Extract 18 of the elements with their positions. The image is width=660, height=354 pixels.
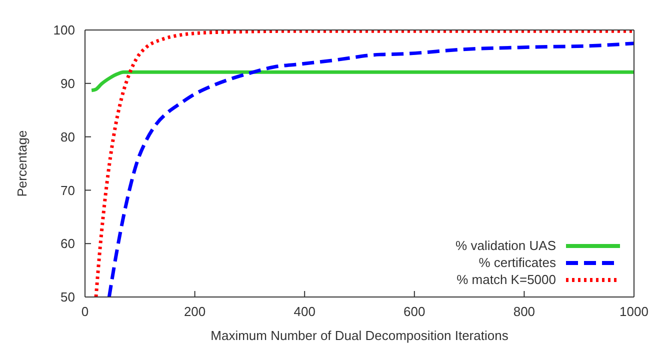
x-tick-label: 400: [294, 304, 316, 320]
y-tick-label: 70: [60, 182, 75, 198]
y-tick-label: 50: [60, 290, 75, 305]
line-series: [90, 70, 634, 92]
x-tick-label: 0: [81, 304, 89, 320]
y-tick-label: 90: [60, 76, 75, 92]
x-tick-label: 1000: [620, 304, 648, 320]
x-tick-label: 200: [184, 304, 206, 320]
x-tick-label: 600: [404, 304, 426, 320]
y-tick-label: 80: [60, 129, 75, 144]
legend-label: % certificates: [478, 255, 556, 270]
x-axis-title: Maximum Number of Dual Decomposition Iterations: [210, 328, 509, 343]
y-tick-label: 60: [60, 236, 75, 252]
x-tick-label: 800: [513, 304, 536, 320]
y-axis-title: Percentage: [14, 130, 30, 197]
legend-label: % validation UAS: [456, 238, 556, 253]
y-tick-label: 100: [53, 22, 75, 38]
legend-label: % match K=5000: [456, 272, 556, 287]
